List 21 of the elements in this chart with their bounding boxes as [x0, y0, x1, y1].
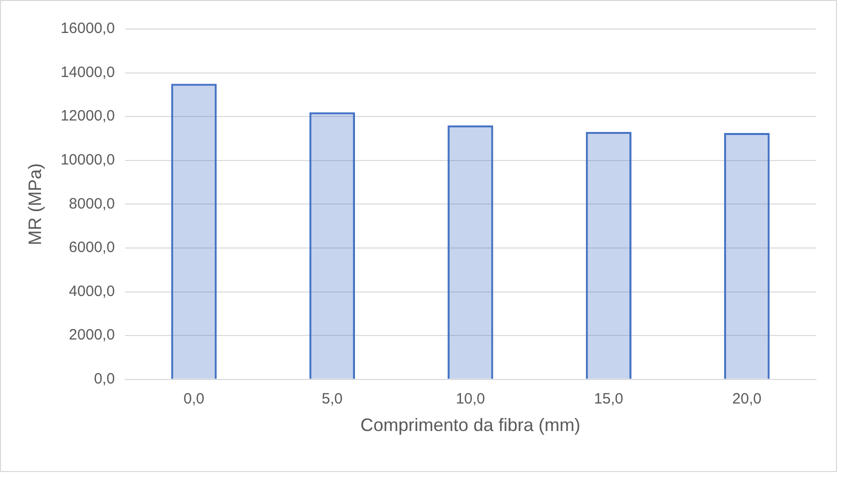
- bar: [586, 132, 632, 379]
- y-tick-label: 2000,0: [68, 326, 115, 344]
- bar: [309, 112, 355, 379]
- y-axis-title: MR (MPa): [24, 163, 45, 246]
- y-tick-label: 6000,0: [68, 239, 115, 256]
- y-tick-label: 12000,0: [60, 108, 115, 125]
- bar: [171, 84, 217, 379]
- y-tick-label: 16000,0: [60, 20, 115, 38]
- y-tick-label: 14000,0: [60, 64, 115, 81]
- x-tick-label: 20,0: [732, 390, 762, 408]
- x-tick-label: 0,0: [184, 390, 204, 408]
- y-tick-label: 0,0: [94, 370, 115, 388]
- bar: [724, 133, 770, 379]
- x-tick-label: 10,0: [456, 390, 486, 408]
- x-tick-label: 15,0: [594, 390, 624, 408]
- x-tick-label: 5,0: [322, 390, 343, 408]
- bar: [448, 125, 494, 379]
- x-axis-title: Comprimento da fibra (mm): [360, 415, 580, 436]
- y-tick-label: 8000,0: [68, 195, 115, 212]
- y-tick-label: 4000,0: [68, 282, 115, 300]
- y-tick-label: 10000,0: [60, 152, 115, 169]
